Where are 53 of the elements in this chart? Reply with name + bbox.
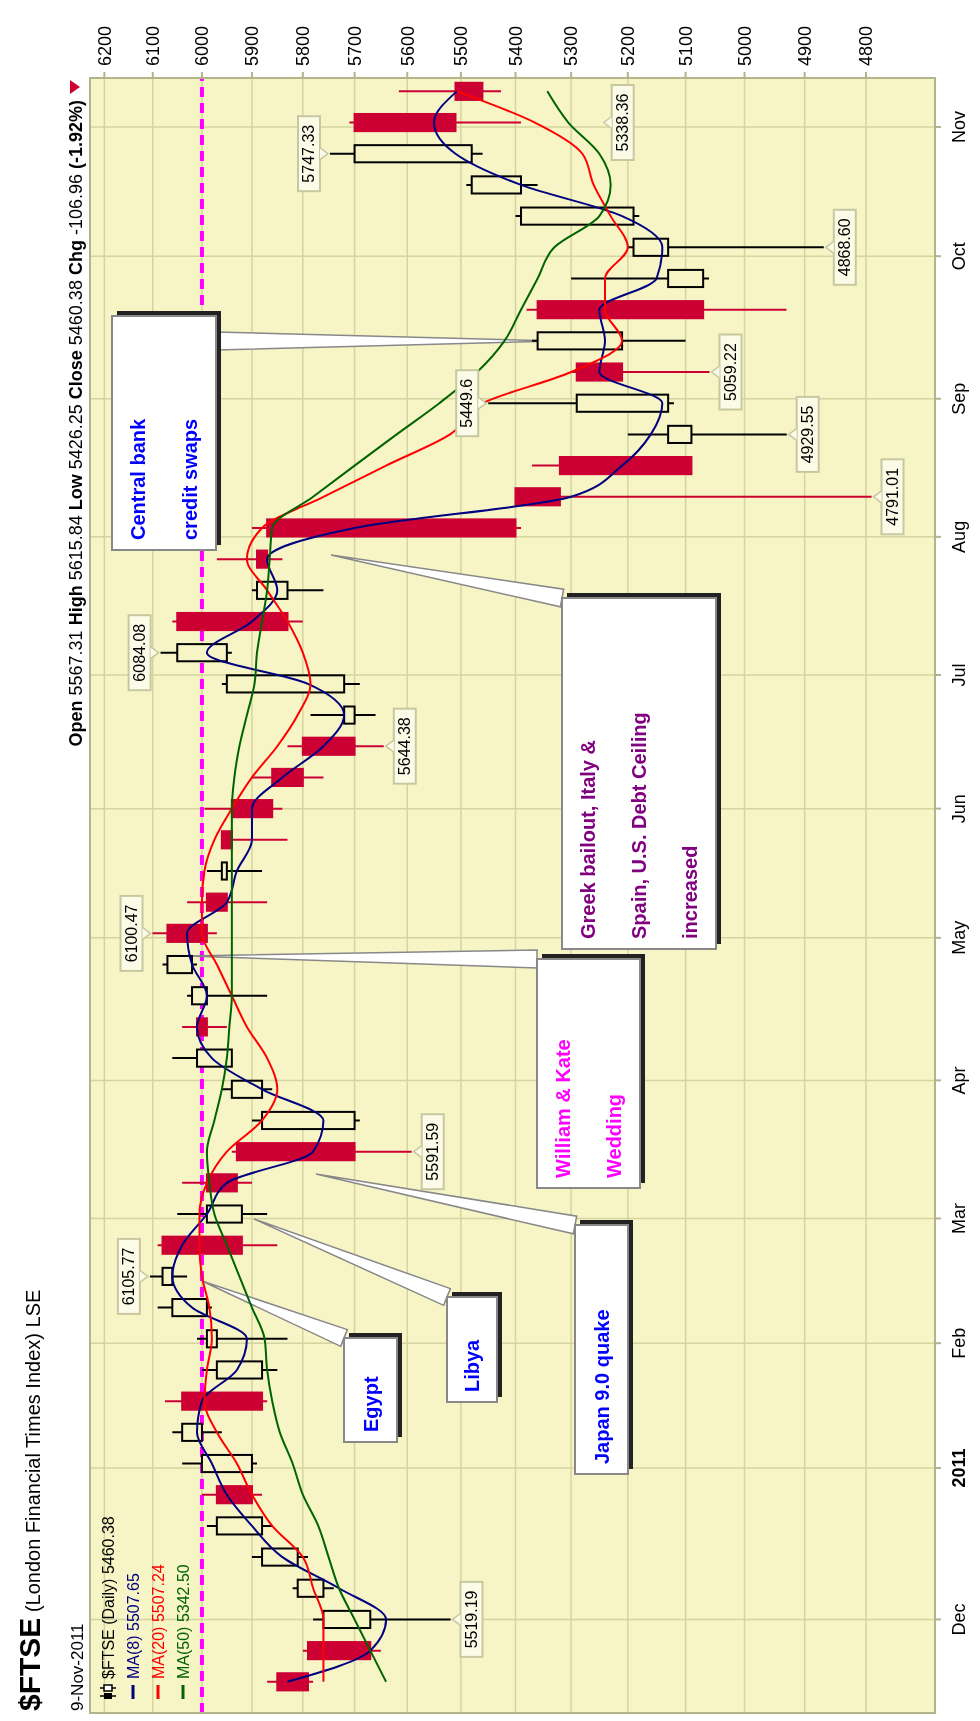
text: MA(50) 5342.50 — [174, 1564, 192, 1679]
x-tick-label: 6100 — [143, 25, 164, 66]
text: Greek bailout, Italy & Spain, U.S. Debt Ceiling increased — [576, 712, 702, 939]
text: $FTSE (Daily) 5460.38 — [99, 1516, 117, 1679]
x-tick-label: 6000 — [192, 25, 213, 66]
x-tick-label: 5700 — [344, 25, 365, 66]
annotation: 5644.38 — [395, 717, 413, 776]
annotation: 6100.47 — [122, 904, 140, 963]
text: MA(8) 5507.65 — [124, 1573, 142, 1679]
annotation: 6105.77 — [119, 1247, 137, 1306]
x-tick-label: 4900 — [794, 25, 815, 66]
annotation: 5059.22 — [721, 342, 739, 401]
y-tick-label: 2011 — [949, 1448, 969, 1488]
y-tick-label: Dec — [949, 1603, 969, 1636]
y-tick-label: Jun — [949, 794, 969, 824]
y-tick-label: Jul — [949, 663, 969, 687]
x-tick-label: 5500 — [451, 25, 472, 66]
x-tick-label: 6200 — [94, 25, 115, 66]
text: MA(20) 5507.24 — [149, 1564, 167, 1679]
text: Open 5567.31 High 5615.84 Low 5426.25 Close 5460.38 Chg -106.96 (-1.92%) — [66, 100, 86, 747]
x-tick-label: 5300 — [561, 25, 582, 66]
text: 9-Nov-2011 — [68, 1623, 87, 1711]
annotation: 5591.59 — [423, 1122, 441, 1181]
y-tick-label: Apr — [949, 1066, 969, 1095]
y-tick-label: Mar — [949, 1202, 969, 1234]
annotation: 5519.19 — [462, 1590, 480, 1649]
x-tick-label: 5900 — [242, 25, 263, 66]
annotation: Libya — [461, 1338, 483, 1392]
x-tick-label: 5800 — [293, 25, 314, 66]
annotation: 5449.6 — [458, 378, 476, 428]
y-tick-label: Nov — [949, 111, 969, 144]
annotation: 4791.01 — [883, 467, 901, 526]
y-tick-label: Oct — [949, 242, 969, 271]
annotation: 5747.33 — [300, 124, 317, 183]
text: $FTSE (London Financial Times Index) LSE — [13, 1289, 46, 1711]
annotation: 4929.55 — [798, 405, 816, 464]
x-tick-label: 5200 — [618, 25, 639, 66]
x-tick-label: 4800 — [856, 25, 877, 66]
x-tick-label: 5100 — [675, 25, 696, 66]
y-tick-label: Feb — [949, 1327, 969, 1359]
annotation: 4868.60 — [835, 218, 853, 277]
y-tick-label: May — [949, 920, 969, 955]
y-tick-label: Aug — [949, 520, 969, 553]
text: William & Kate Wedding — [551, 1039, 626, 1178]
text: Central bank credit swaps — [127, 418, 201, 540]
annotation: Japan 9.0 quake — [590, 1309, 613, 1464]
y-tick-label: Sep — [949, 382, 969, 415]
annotation: Egypt — [359, 1376, 382, 1432]
annotation: 5338.36 — [613, 93, 631, 152]
x-tick-label: 5000 — [734, 25, 755, 66]
x-tick-label: 5600 — [397, 25, 418, 66]
annotation: 6084.08 — [130, 623, 148, 682]
x-tick-label: 5400 — [505, 25, 526, 66]
